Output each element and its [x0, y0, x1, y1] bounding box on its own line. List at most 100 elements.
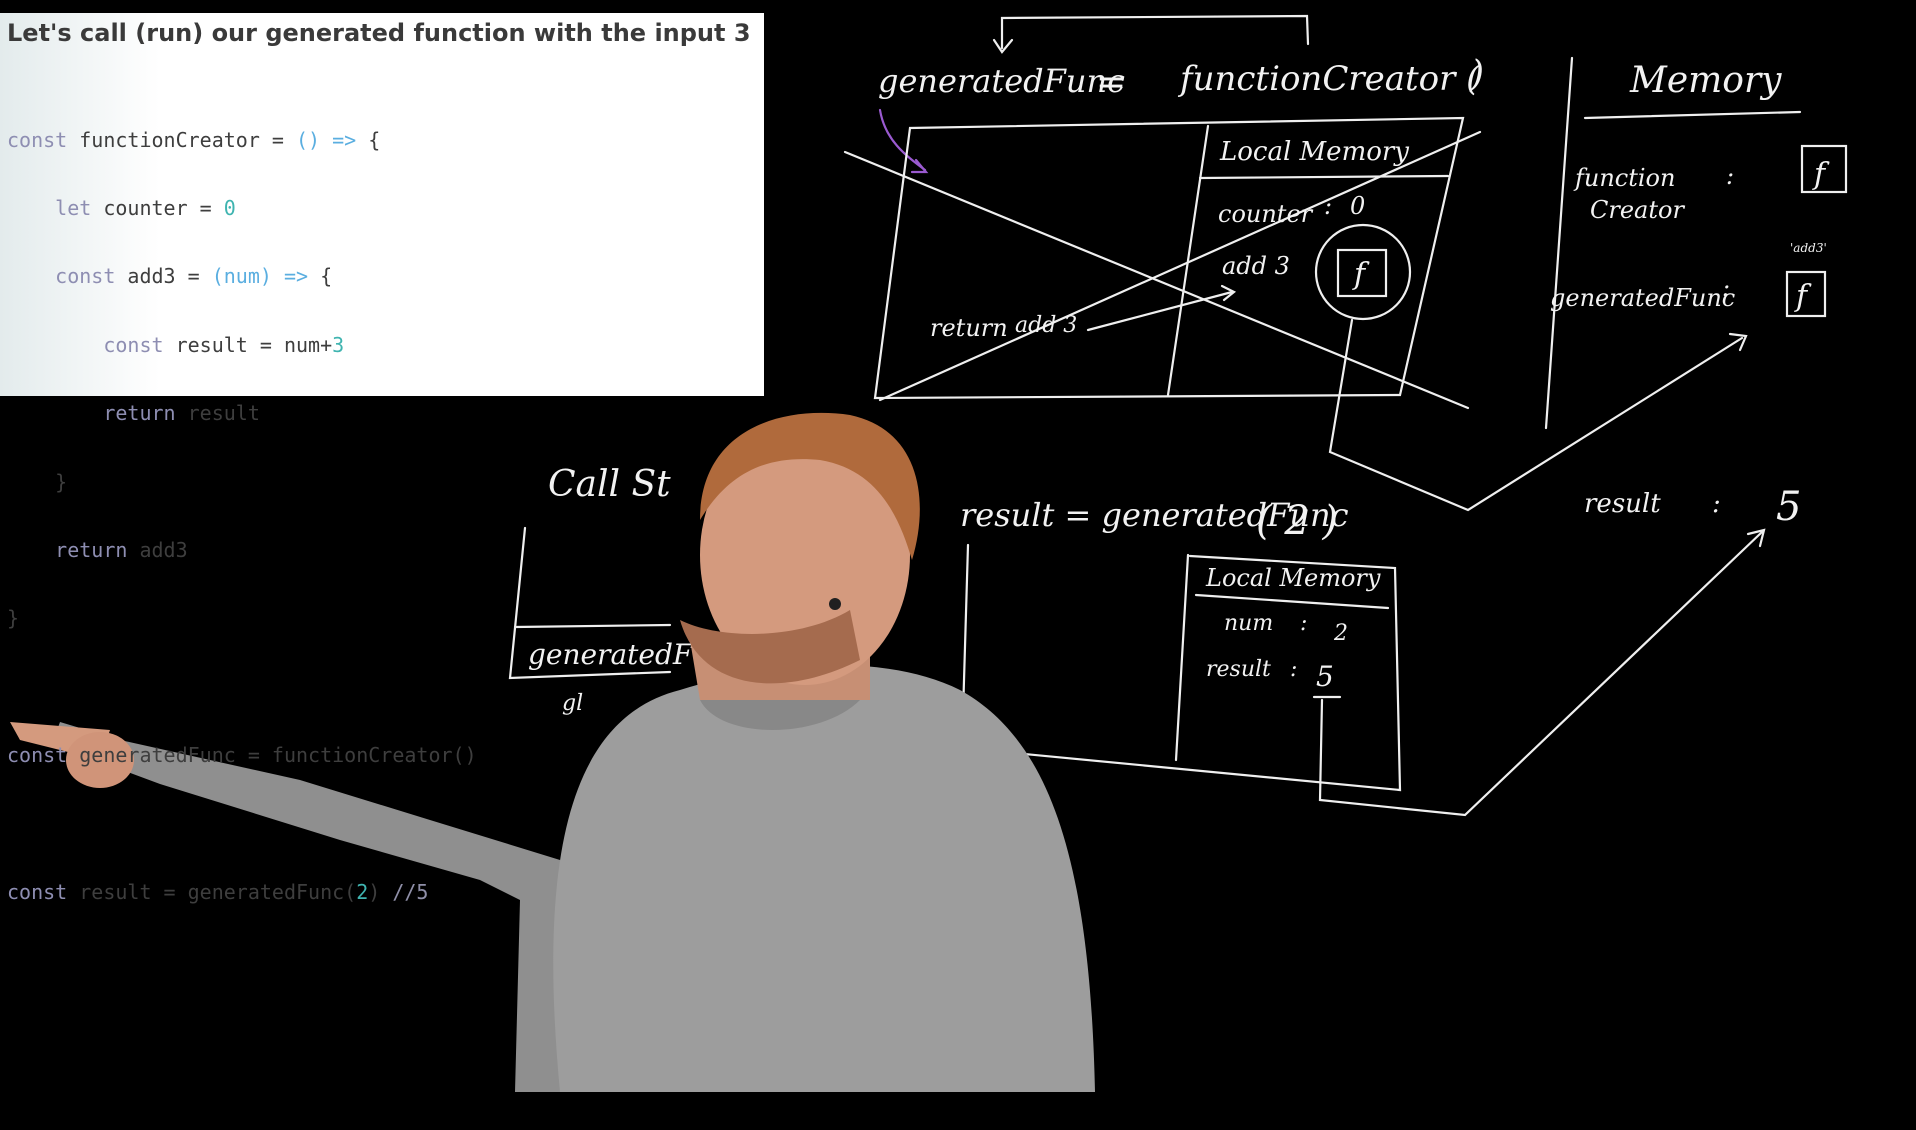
code-text: result: [175, 401, 260, 426]
top-left-label: generatedFunc: [878, 62, 1125, 100]
result-to-memory-line: [1318, 530, 1764, 817]
code-line-8: }: [7, 607, 757, 630]
code-number: 0: [223, 195, 236, 220]
code-line-3: const add3 = (num) => {: [7, 265, 757, 288]
code-indent: [7, 470, 55, 494]
code-line-6: }: [7, 470, 757, 494]
code-keyword: return: [103, 401, 176, 426]
counter-label: counter: [1218, 200, 1314, 228]
stack-global: gl: [562, 691, 583, 716]
return-arrow: [1086, 290, 1234, 332]
f-symbol: f: [1352, 257, 1370, 292]
f-box: [1336, 248, 1388, 298]
result-local-memory-title: Local Memory: [1205, 564, 1381, 592]
code-text: add3 =: [115, 264, 212, 289]
result-value: 5: [1316, 660, 1334, 693]
code-blank-line: [7, 676, 757, 699]
mem-result-value: 5: [1776, 484, 1801, 530]
code-arrow: (num) =>: [211, 264, 309, 289]
f-circle: [1314, 223, 1412, 321]
result-call: result = generatedFunc: [960, 496, 1349, 534]
memory-underline: [1583, 110, 1802, 120]
counter-value: 0: [1350, 192, 1365, 220]
mem-result-label: result: [1584, 489, 1661, 519]
colon: :: [1324, 192, 1332, 220]
code-blank-line: [7, 813, 757, 836]
memory-f-box-1: [1800, 144, 1848, 194]
code-text: ): [368, 879, 393, 904]
code-text: functionCreator =: [67, 127, 296, 152]
code-line-5: return result: [7, 402, 757, 425]
code-text: generatedFunc = functionCreator(): [67, 743, 477, 768]
code-keyword: return: [55, 537, 128, 562]
mem-colon-3: :: [1712, 489, 1721, 519]
memory-f-box-2: [1785, 270, 1827, 318]
equals-sign: =: [1096, 62, 1126, 103]
code-keyword: const: [7, 127, 68, 152]
code-keyword: const: [7, 743, 68, 768]
code-comment: //5: [392, 879, 429, 904]
return-arrowhead: [1220, 284, 1237, 302]
result-exec-divider: [1174, 553, 1190, 762]
code-number: 2: [356, 879, 369, 904]
cross-line-1: [843, 150, 1470, 410]
slide-title: Let's call (run) our generated function …: [7, 19, 751, 47]
exec-context-divider: [1166, 124, 1210, 397]
memory-title: Memory: [1629, 60, 1782, 101]
num-label: num: [1224, 611, 1273, 636]
result-exec-box: [960, 543, 1402, 792]
call-stack-label: Call St: [548, 464, 671, 505]
result-local-memory-underline: [1194, 593, 1390, 610]
return-text: return: [930, 314, 1008, 342]
result-to-memory-arrowhead: [1746, 528, 1766, 548]
code-keyword: const: [55, 264, 116, 289]
result-colon: :: [1290, 657, 1297, 682]
top-bracket-line: [1000, 14, 1310, 50]
return-value: add 3: [1015, 313, 1077, 338]
mem-f-1: f: [1812, 157, 1830, 192]
mem-generated-func: generatedFunc: [1550, 284, 1735, 312]
mem-function-creator-2: Creator: [1590, 196, 1685, 224]
code-line-10: const result = generatedFunc(2) //5: [7, 879, 757, 904]
result-arg: ( 2 ): [1256, 498, 1338, 544]
code-text: result = generatedFunc(: [67, 879, 357, 904]
mem-colon-2: :: [1722, 274, 1730, 302]
code-slide: Let's call (run) our generated function …: [0, 13, 764, 903]
code-text: add3: [127, 537, 188, 562]
num-value: 2: [1333, 621, 1348, 646]
code-line-1: const functionCreator = () => {: [7, 127, 757, 152]
code-line-9: const generatedFunc = functionCreator(): [7, 744, 757, 767]
mem-function-creator-1: function: [1573, 164, 1675, 192]
local-memory-title: Local Memory: [1219, 137, 1409, 167]
mem-add3-note: 'add3': [1790, 241, 1827, 255]
code-arrow: () =>: [296, 127, 357, 152]
code-keyword: const: [103, 332, 164, 357]
code-line-4: const result = num+3: [7, 332, 757, 357]
call-stack-divider: [513, 623, 672, 629]
code-text: counter =: [91, 195, 224, 220]
code-line-2: let counter = 0: [7, 197, 757, 220]
code-indent: [7, 196, 55, 220]
code-line-7: return add3: [7, 539, 757, 562]
call-close: ): [1469, 54, 1484, 95]
f-to-memory-arrowhead: [1728, 332, 1748, 352]
mem-colon-1: :: [1726, 162, 1734, 190]
code-text: result = num+: [163, 332, 333, 357]
top-bracket-arrowhead: [992, 38, 1014, 54]
code-number: 3: [332, 332, 345, 357]
code-text: {: [308, 264, 333, 289]
code-indent: [7, 401, 103, 425]
code-text: {: [356, 127, 381, 152]
code-keyword: let: [55, 195, 92, 220]
purple-arrowhead: [910, 158, 929, 174]
code-keyword: const: [7, 879, 68, 904]
local-memory-underline: [1198, 174, 1450, 180]
call-text: functionCreator (: [1177, 59, 1480, 99]
presenter: [10, 412, 1095, 1092]
code-block: const functionCreator = () => { let coun…: [7, 83, 757, 949]
code-indent: [7, 264, 55, 288]
cross-line-2: [878, 130, 1482, 402]
code-text: }: [7, 606, 20, 631]
